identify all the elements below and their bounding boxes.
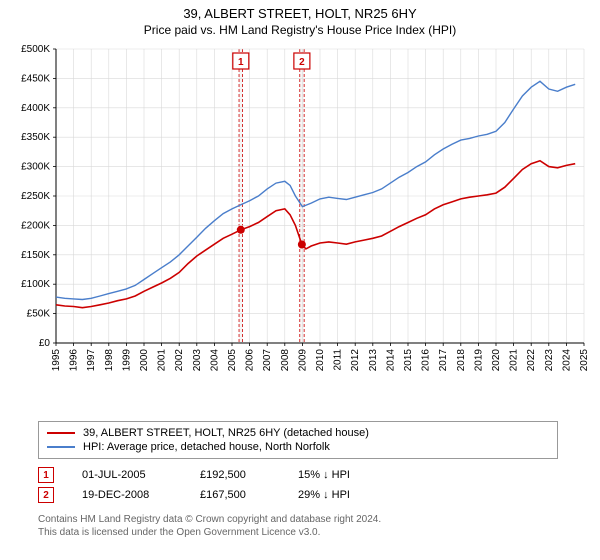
svg-text:£200K: £200K [21,220,50,231]
legend-row: 39, ALBERT STREET, HOLT, NR25 6HY (detac… [47,426,549,440]
svg-text:1996: 1996 [69,349,80,372]
svg-text:2017: 2017 [438,349,449,372]
svg-text:2019: 2019 [473,349,484,372]
svg-text:2: 2 [299,57,305,68]
svg-text:2006: 2006 [245,349,256,372]
svg-text:£500K: £500K [21,44,50,55]
footnote-line1: Contains HM Land Registry data © Crown c… [38,514,381,525]
svg-text:2014: 2014 [385,349,396,372]
legend-swatch [47,432,75,434]
legend-row: HPI: Average price, detached house, Nort… [47,440,549,454]
svg-text:2001: 2001 [157,349,168,372]
chart-subtitle: Price paid vs. HM Land Registry's House … [6,23,594,37]
svg-text:2025: 2025 [579,349,590,372]
svg-text:2022: 2022 [526,349,537,372]
svg-text:2009: 2009 [297,349,308,372]
legend-swatch [47,446,75,448]
svg-text:2016: 2016 [421,349,432,372]
svg-text:2004: 2004 [209,349,220,372]
svg-text:2021: 2021 [509,349,520,372]
footnote-line2: This data is licensed under the Open Gov… [38,527,320,538]
svg-text:2015: 2015 [403,349,414,372]
svg-text:£300K: £300K [21,162,50,173]
svg-text:2000: 2000 [139,349,150,372]
sale-date: 19-DEC-2008 [82,489,172,501]
svg-text:£100K: £100K [21,279,50,290]
svg-text:£0: £0 [39,338,51,349]
chart-title: 39, ALBERT STREET, HOLT, NR25 6HY [6,6,594,21]
sale-row: 1 01-JUL-2005 £192,500 15% ↓ HPI [38,465,588,485]
svg-text:1998: 1998 [104,349,115,372]
svg-text:2023: 2023 [544,349,555,372]
sale-price: £192,500 [200,469,270,481]
sale-row: 2 19-DEC-2008 £167,500 29% ↓ HPI [38,485,588,505]
svg-text:2003: 2003 [192,349,203,372]
svg-text:2020: 2020 [491,349,502,372]
legend-label: HPI: Average price, detached house, Nort… [83,441,330,453]
svg-text:2012: 2012 [350,349,361,372]
svg-text:2007: 2007 [262,349,273,372]
svg-text:£450K: £450K [21,73,50,84]
sale-date: 01-JUL-2005 [82,469,172,481]
svg-text:£400K: £400K [21,103,50,114]
svg-text:2005: 2005 [227,349,238,372]
svg-text:1997: 1997 [86,349,97,372]
svg-text:2024: 2024 [561,349,572,372]
svg-text:1: 1 [238,57,244,68]
svg-text:2013: 2013 [368,349,379,372]
sale-delta: 15% ↓ HPI [298,469,350,481]
price-chart: £0 £50K £100K £150K £200K £250K £300K £350K £400… [10,43,590,413]
svg-text:£50K: £50K [27,309,51,320]
chart-canvas: £0 £50K £100K £150K £200K £250K £300K £350K £400… [10,43,590,413]
sale-price: £167,500 [200,489,270,501]
svg-text:2010: 2010 [315,349,326,372]
sale-marker: 2 [38,487,54,503]
svg-text:£150K: £150K [21,250,50,261]
svg-text:£250K: £250K [21,191,50,202]
sales-table: 1 01-JUL-2005 £192,500 15% ↓ HPI 2 19-DEC-200… [38,465,588,505]
legend: 39, ALBERT STREET, HOLT, NR25 6HY (detac… [38,421,558,459]
svg-text:1995: 1995 [51,349,62,372]
sale-marker: 1 [38,467,54,483]
legend-label: 39, ALBERT STREET, HOLT, NR25 6HY (detac… [83,427,369,439]
svg-text:£350K: £350K [21,132,50,143]
sale-delta: 29% ↓ HPI [298,489,350,501]
svg-text:2002: 2002 [174,349,185,372]
footnote: Contains HM Land Registry data © Crown c… [38,513,588,539]
svg-text:1999: 1999 [121,349,132,372]
svg-text:2008: 2008 [280,349,291,372]
svg-text:2018: 2018 [456,349,467,372]
svg-text:2011: 2011 [333,349,344,371]
